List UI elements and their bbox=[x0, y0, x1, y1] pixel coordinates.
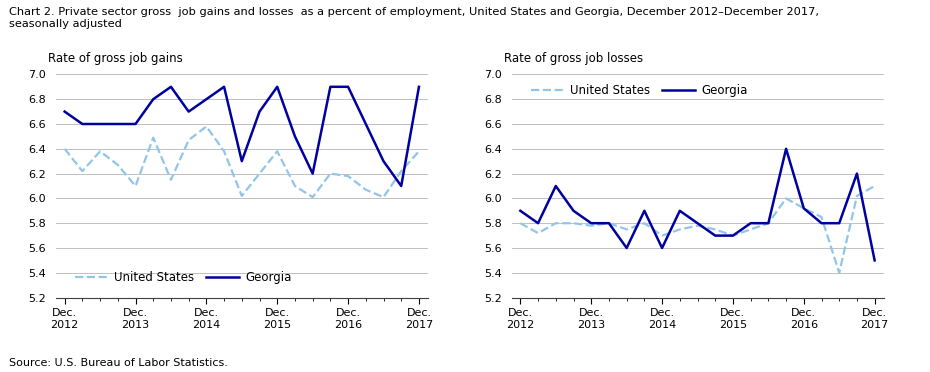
Text: Chart 2. Private sector gross  job gains and losses  as a percent of employment,: Chart 2. Private sector gross job gains … bbox=[9, 7, 819, 29]
United States bbox=[413, 149, 424, 154]
Georgia bbox=[763, 221, 774, 225]
United States bbox=[95, 149, 106, 154]
United States bbox=[674, 227, 685, 232]
Georgia bbox=[851, 171, 862, 176]
United States bbox=[869, 184, 880, 188]
Georgia bbox=[657, 246, 668, 250]
United States bbox=[639, 221, 650, 225]
United States bbox=[219, 149, 230, 154]
Georgia bbox=[515, 209, 526, 213]
United States bbox=[342, 174, 353, 178]
Georgia bbox=[621, 246, 632, 250]
United States bbox=[236, 194, 247, 198]
United States bbox=[763, 221, 774, 225]
Georgia bbox=[395, 184, 406, 188]
Line: Georgia: Georgia bbox=[521, 149, 874, 260]
Georgia bbox=[551, 184, 562, 188]
United States bbox=[360, 187, 371, 192]
United States bbox=[201, 124, 212, 129]
United States bbox=[289, 184, 300, 188]
Georgia bbox=[604, 221, 615, 225]
Georgia bbox=[342, 84, 353, 89]
Line: United States: United States bbox=[521, 186, 874, 273]
Georgia bbox=[413, 84, 424, 89]
United States bbox=[798, 206, 809, 211]
Legend: United States, Georgia: United States, Georgia bbox=[526, 79, 752, 101]
Georgia bbox=[166, 84, 177, 89]
Georgia bbox=[201, 97, 212, 102]
United States bbox=[113, 163, 124, 167]
United States bbox=[586, 224, 597, 228]
United States bbox=[515, 221, 526, 225]
Georgia bbox=[254, 109, 265, 114]
United States bbox=[710, 227, 721, 232]
Georgia bbox=[60, 109, 71, 114]
Georgia bbox=[378, 159, 389, 163]
Legend: United States, Georgia: United States, Georgia bbox=[71, 266, 297, 289]
United States bbox=[551, 221, 562, 225]
Georgia bbox=[727, 233, 738, 238]
Georgia bbox=[325, 84, 336, 89]
United States bbox=[816, 215, 827, 219]
Georgia bbox=[360, 122, 371, 126]
Text: Rate of gross job gains: Rate of gross job gains bbox=[48, 52, 183, 65]
United States bbox=[254, 171, 265, 176]
Georgia bbox=[289, 134, 300, 139]
United States bbox=[621, 227, 632, 232]
Georgia bbox=[307, 171, 318, 176]
Georgia bbox=[533, 221, 544, 225]
Text: Rate of gross job losses: Rate of gross job losses bbox=[504, 52, 644, 65]
Line: United States: United States bbox=[65, 126, 418, 197]
Georgia bbox=[568, 209, 579, 213]
United States bbox=[166, 177, 177, 182]
United States bbox=[780, 196, 791, 201]
Georgia bbox=[113, 122, 124, 126]
United States bbox=[395, 169, 406, 173]
Georgia bbox=[236, 159, 247, 163]
United States bbox=[851, 194, 862, 198]
Georgia bbox=[95, 122, 106, 126]
United States bbox=[533, 231, 544, 235]
Georgia bbox=[586, 221, 597, 225]
United States bbox=[727, 233, 738, 238]
United States bbox=[568, 221, 579, 225]
Georgia bbox=[130, 122, 141, 126]
Georgia bbox=[219, 84, 230, 89]
United States bbox=[604, 221, 615, 225]
United States bbox=[130, 184, 141, 188]
United States bbox=[77, 169, 88, 173]
Georgia bbox=[272, 84, 283, 89]
Text: Source: U.S. Bureau of Labor Statistics.: Source: U.S. Bureau of Labor Statistics. bbox=[9, 358, 228, 368]
Georgia bbox=[77, 122, 88, 126]
United States bbox=[745, 227, 756, 232]
United States bbox=[692, 224, 703, 228]
Georgia bbox=[745, 221, 756, 225]
United States bbox=[307, 195, 318, 199]
Georgia bbox=[674, 209, 685, 213]
Georgia bbox=[183, 109, 194, 114]
United States bbox=[325, 171, 336, 176]
United States bbox=[378, 195, 389, 199]
Georgia bbox=[780, 147, 791, 151]
Line: Georgia: Georgia bbox=[65, 87, 418, 186]
Georgia bbox=[798, 206, 809, 211]
Georgia bbox=[639, 209, 650, 213]
Georgia bbox=[816, 221, 827, 225]
United States bbox=[833, 270, 844, 275]
Georgia bbox=[869, 258, 880, 263]
United States bbox=[657, 233, 668, 238]
United States bbox=[183, 138, 194, 142]
Georgia bbox=[692, 221, 703, 225]
Georgia bbox=[710, 233, 721, 238]
Georgia bbox=[833, 221, 844, 225]
United States bbox=[272, 149, 283, 154]
United States bbox=[148, 135, 159, 140]
Georgia bbox=[148, 97, 159, 102]
United States bbox=[60, 147, 71, 151]
